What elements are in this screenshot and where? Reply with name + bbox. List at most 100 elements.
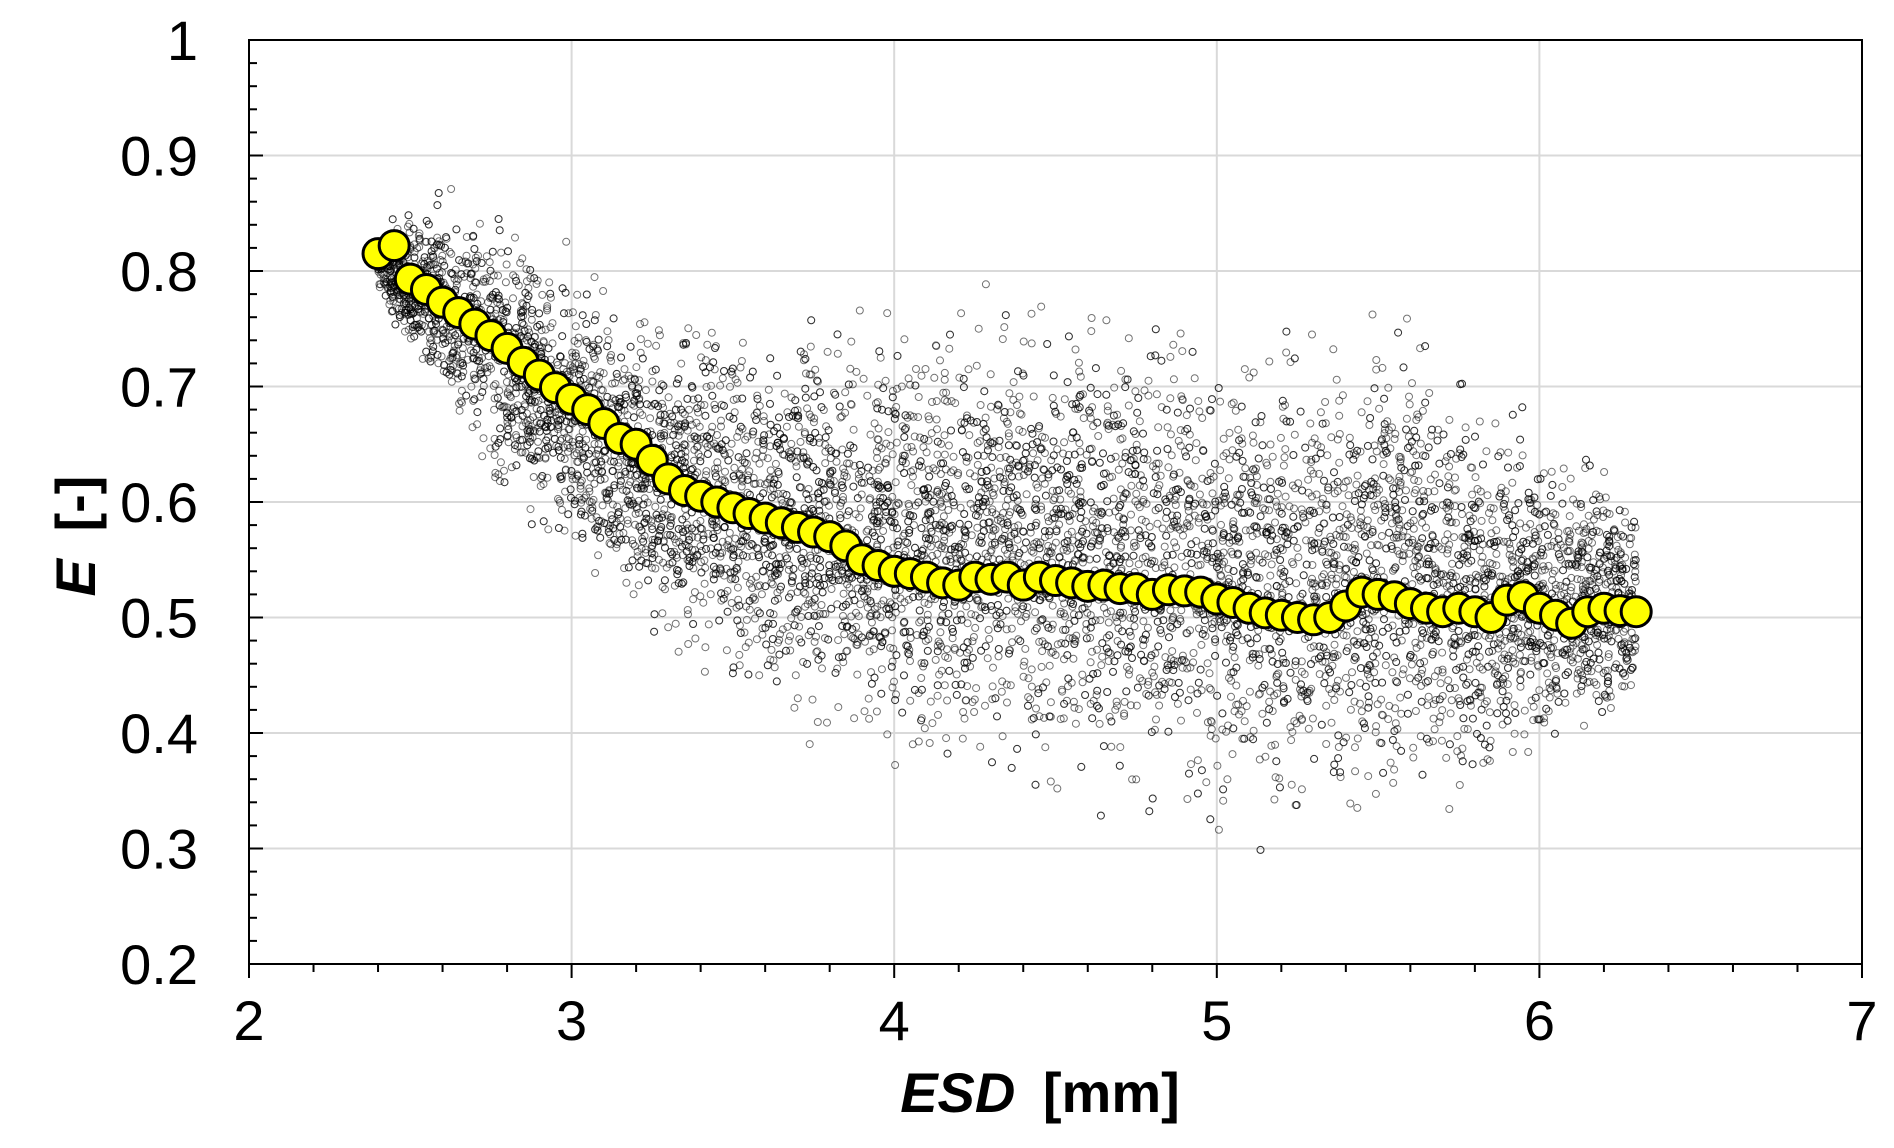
scatter-point	[1118, 459, 1127, 468]
scatter-point	[1138, 554, 1147, 563]
scatter-point	[924, 600, 933, 609]
scatter-point	[1164, 463, 1173, 472]
scatter-point	[1247, 556, 1256, 565]
scatter-point	[1433, 580, 1442, 589]
scatter-point	[967, 610, 976, 619]
scatter-point	[1331, 653, 1340, 662]
scatter-point	[1417, 633, 1426, 642]
scatter-point	[904, 499, 913, 508]
scatter-point	[1135, 674, 1144, 683]
scatter-point	[1074, 475, 1083, 484]
scatter-point	[1409, 753, 1418, 762]
scatter-point	[1266, 571, 1275, 580]
scatter-point	[1306, 419, 1315, 428]
scatter-point	[1060, 395, 1069, 404]
scatter-point	[1004, 429, 1013, 438]
scatter-point	[491, 309, 500, 318]
scatter-point	[836, 502, 845, 510]
scatter-point	[1042, 678, 1051, 687]
scatter-point	[1200, 625, 1208, 634]
scatter-point	[1505, 514, 1514, 523]
scatter-point	[950, 645, 959, 654]
scatter-point	[1485, 509, 1493, 517]
scatter-point	[447, 377, 456, 386]
scatter-point	[1614, 545, 1623, 554]
scatter-point	[1169, 340, 1178, 349]
scatter-point	[502, 378, 511, 386]
scatter-point	[888, 626, 897, 635]
scatter-point	[1498, 572, 1507, 581]
scatter-point	[519, 321, 528, 329]
scatter-point	[1379, 460, 1388, 469]
scatter-point	[993, 515, 1002, 524]
scatter-point	[1578, 582, 1587, 591]
scatter-point	[1391, 510, 1400, 519]
scatter-point	[1545, 693, 1554, 702]
scatter-point	[989, 526, 998, 535]
scatter-point	[640, 318, 649, 327]
scatter-point	[1102, 316, 1111, 325]
scatter-point	[598, 501, 607, 510]
scatter-point	[404, 325, 413, 334]
scatter-point	[1463, 725, 1472, 734]
scatter-point	[696, 592, 705, 601]
scatter-point	[1246, 560, 1255, 569]
scatter-point	[434, 359, 443, 368]
scatter-point	[823, 718, 831, 727]
scatter-point	[1048, 601, 1057, 610]
scatter-point	[1483, 755, 1492, 764]
scatter-point	[1551, 580, 1560, 589]
scatter-point	[1034, 685, 1043, 694]
scatter-point	[1119, 608, 1128, 617]
scatter-point	[1362, 620, 1370, 629]
scatter-point	[964, 365, 973, 374]
scatter-point	[789, 573, 797, 581]
scatter-point	[401, 327, 409, 336]
scatter-point	[1297, 667, 1306, 676]
scatter-point	[1436, 679, 1445, 688]
scatter-point	[1154, 484, 1162, 493]
scatter-point	[1346, 799, 1355, 808]
scatter-point	[1489, 504, 1498, 513]
scatter-point	[1048, 486, 1057, 495]
scatter-point	[990, 437, 999, 446]
scatter-point	[1321, 398, 1330, 406]
scatter-point	[733, 432, 742, 441]
scatter-point	[748, 584, 757, 592]
scatter-point	[1213, 761, 1222, 770]
scatter-point	[579, 356, 588, 365]
scatter-point	[1044, 517, 1053, 526]
scatter-point	[1332, 375, 1341, 384]
scatter-point	[1151, 649, 1160, 658]
scatter-point	[743, 432, 752, 441]
scatter-point	[936, 470, 945, 478]
scatter-point	[934, 710, 942, 719]
scatter-point	[704, 529, 713, 538]
scatter-point	[497, 248, 506, 257]
scatter-point	[631, 480, 640, 489]
scatter-point	[1288, 558, 1296, 567]
scatter-point	[562, 237, 571, 246]
scatter-point	[743, 488, 752, 497]
scatter-point	[643, 339, 652, 348]
scatter-point	[1198, 414, 1207, 422]
scatter-point	[1391, 429, 1400, 438]
scatter-point	[445, 247, 454, 256]
scatter-point	[976, 401, 985, 409]
scatter-point	[1409, 620, 1418, 628]
scatter-point	[600, 474, 609, 483]
scatter-point	[664, 393, 673, 402]
scatter-point	[1033, 456, 1042, 465]
scatter-point	[1014, 635, 1023, 644]
scatter-point	[1103, 406, 1112, 415]
scatter-point	[651, 564, 660, 573]
scatter-point	[971, 611, 980, 620]
scatter-point	[1539, 562, 1548, 571]
scatter-point	[1524, 748, 1533, 756]
scatter-point	[804, 631, 813, 640]
scatter-point	[944, 441, 953, 450]
scatter-point	[1411, 707, 1420, 715]
scatter-point	[1191, 456, 1200, 465]
scatter-point	[1455, 781, 1464, 789]
scatter-point	[1520, 706, 1529, 715]
